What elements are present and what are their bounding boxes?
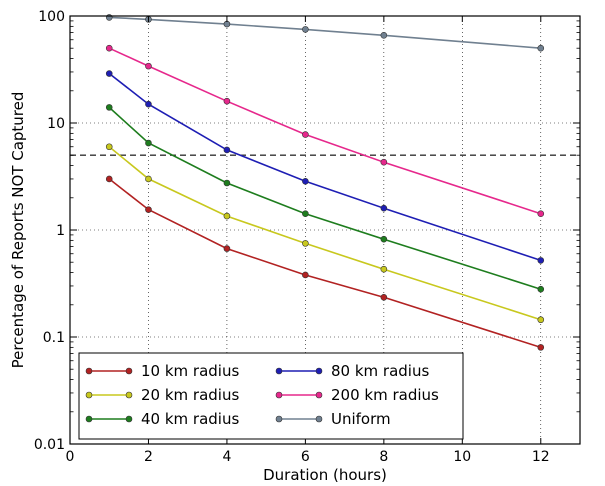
legend-box [78, 352, 464, 440]
data-point [145, 139, 152, 147]
x-tick-label: 4 [222, 449, 231, 465]
legend-marker [85, 391, 93, 399]
data-point [105, 104, 113, 111]
series-line [108, 146, 542, 321]
y-tick-label: 0.01 [34, 437, 65, 453]
data-point [302, 26, 309, 33]
data-point [223, 179, 231, 187]
series-line [109, 16, 541, 49]
x-tick-label: 6 [301, 449, 310, 465]
data-point [537, 316, 545, 324]
data-point [537, 285, 545, 293]
data-point [105, 44, 113, 52]
legend-label: 200 km radius [331, 386, 439, 404]
legend: 10 km radius 20 km radius 40 km radius 80 k… [78, 352, 464, 440]
data-point [537, 210, 545, 218]
data-point [302, 240, 309, 247]
x-axis-label: Duration (hours) [263, 466, 387, 484]
data-point [537, 257, 545, 264]
x-tick-label: 8 [379, 449, 388, 465]
legend-marker [85, 367, 93, 375]
data-point [537, 344, 545, 351]
y-tick-label: 10 [47, 116, 65, 132]
data-point [105, 143, 113, 151]
legend-marker [315, 367, 323, 375]
legend-marker [125, 367, 133, 375]
data-point [223, 97, 231, 105]
data-point [380, 204, 388, 212]
series-layer [105, 14, 545, 351]
data-point [537, 44, 545, 52]
legend-marker [315, 415, 323, 423]
data-point [380, 158, 388, 166]
data-point [223, 20, 231, 28]
x-tick-label: 2 [144, 449, 153, 465]
x-tick-label: 0 [66, 449, 75, 465]
data-point [105, 175, 113, 183]
legend-marker [125, 415, 133, 423]
data-point [223, 212, 231, 220]
data-point [302, 271, 309, 279]
legend-label: Uniform [331, 410, 391, 428]
data-point [380, 235, 388, 243]
legend-marker [315, 391, 323, 399]
y-axis-label: Percentage of Reports NOT Captured [9, 92, 27, 369]
data-point [105, 14, 113, 21]
series-line [108, 106, 542, 290]
data-point [223, 245, 231, 252]
series-line [108, 178, 542, 349]
data-point [105, 70, 113, 77]
data-point [145, 62, 152, 70]
legend-label: 40 km radius [141, 410, 239, 428]
legend-items: 10 km radius 20 km radius 40 km radius 80 k… [85, 362, 439, 428]
legend-label: 10 km radius [141, 362, 239, 380]
data-point [223, 146, 231, 154]
data-point [145, 206, 152, 213]
series-line [108, 72, 542, 262]
data-point [302, 178, 309, 185]
series-line [108, 47, 542, 215]
legend-marker [275, 415, 283, 423]
y-tick-label: 0.1 [43, 330, 65, 346]
data-point [302, 131, 309, 138]
data-point [380, 265, 388, 273]
data-point [145, 100, 152, 108]
legend-marker [275, 367, 283, 375]
x-tick-label: 10 [453, 449, 471, 465]
legend-label: 80 km radius [331, 362, 429, 380]
data-point [145, 175, 152, 183]
legend-marker [275, 391, 283, 399]
y-tick-label: 1 [56, 223, 65, 239]
data-point [380, 293, 388, 301]
x-tick-label: 12 [532, 449, 550, 465]
data-point [380, 32, 388, 39]
legend-label: 20 km radius [141, 386, 239, 404]
data-point [302, 210, 309, 218]
y-tick-label: 100 [38, 9, 65, 25]
legend-marker [125, 391, 133, 399]
legend-marker [85, 415, 93, 423]
